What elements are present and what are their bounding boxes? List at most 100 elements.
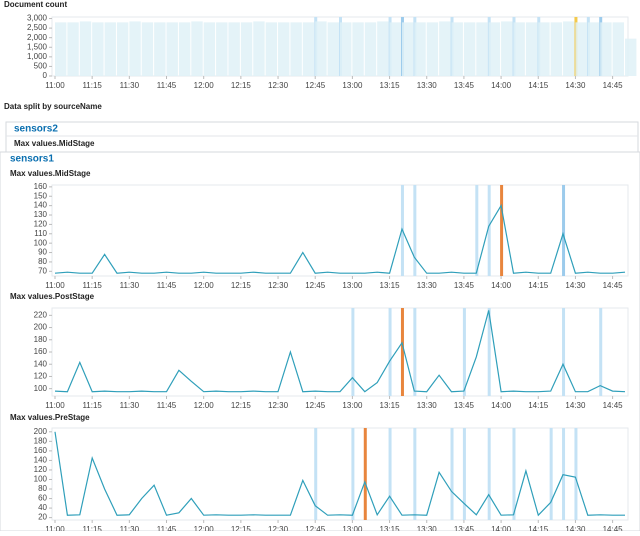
x-tick-label: 13:15	[380, 281, 401, 290]
x-tick-label: 11:30	[120, 525, 140, 531]
bar	[463, 22, 476, 76]
y-tick-label: 140	[34, 456, 48, 465]
x-tick-label: 11:45	[157, 81, 177, 90]
anomaly-band	[351, 308, 355, 396]
panel-title[interactable]: sensors1	[10, 154, 54, 165]
y-tick-label: 200	[34, 323, 48, 332]
y-tick-label: 120	[34, 372, 48, 381]
anomaly-band	[562, 308, 566, 396]
x-tick-label: 11:30	[120, 401, 140, 410]
bar	[278, 22, 290, 76]
x-tick-label: 12:45	[305, 281, 326, 290]
x-tick-label: 12:00	[194, 281, 215, 290]
x-tick-label: 14:45	[603, 401, 624, 410]
y-tick-label: 100	[34, 475, 48, 484]
x-tick-label: 11:45	[157, 281, 177, 290]
x-tick-label: 14:00	[491, 81, 512, 90]
anomaly-band	[512, 428, 516, 520]
series-line	[54, 310, 626, 393]
chart-title: Max values.PostStage	[10, 292, 95, 301]
anomaly-band	[500, 185, 504, 276]
x-tick-label: 13:15	[380, 81, 401, 90]
x-tick-label: 12:30	[268, 401, 289, 410]
bar	[401, 22, 414, 76]
x-tick-label: 11:15	[82, 525, 102, 531]
bar	[563, 21, 575, 76]
y-tick-label: 150	[34, 191, 48, 200]
y-tick-label: 120	[34, 220, 48, 229]
x-tick-label: 13:45	[454, 281, 475, 290]
x-tick-label: 13:00	[342, 525, 363, 531]
anomaly-band	[413, 428, 417, 520]
bar	[92, 22, 104, 76]
x-tick-label: 14:30	[565, 281, 586, 290]
bar	[116, 22, 129, 76]
y-tick-label: 130	[34, 210, 48, 219]
x-tick-label: 11:15	[82, 401, 102, 410]
y-tick-label: 80	[38, 257, 47, 266]
x-tick-label: 14:00	[491, 401, 512, 410]
x-tick-label: 12:00	[194, 401, 215, 410]
y-tick-label: 1,500	[27, 42, 48, 51]
anomaly-band	[351, 428, 355, 520]
panel-title[interactable]: sensors2	[14, 124, 58, 135]
plot-area	[51, 307, 629, 397]
bar	[327, 22, 339, 76]
anomaly-band	[413, 308, 417, 396]
bar	[253, 21, 265, 76]
x-tick-label: 14:30	[565, 525, 586, 531]
bar	[240, 22, 253, 76]
x-tick-label: 12:15	[231, 401, 252, 410]
anomaly-band	[574, 428, 578, 520]
x-tick-label: 12:15	[231, 81, 252, 90]
bar	[302, 22, 315, 76]
anomaly-band	[314, 428, 318, 520]
bar	[340, 22, 352, 76]
plot-area	[51, 184, 629, 277]
y-tick-label: 40	[38, 503, 47, 512]
anomaly-band	[388, 308, 392, 396]
anomaly-band	[475, 185, 479, 276]
x-tick-label: 11:00	[45, 525, 65, 531]
bar	[55, 22, 67, 76]
x-tick-label: 14:15	[528, 81, 549, 90]
y-tick-label: 200	[34, 427, 48, 436]
y-tick-label: 140	[34, 201, 48, 210]
x-tick-label: 13:45	[454, 525, 475, 531]
x-tick-label: 12:30	[268, 525, 289, 531]
section-title: Data split by sourceName	[4, 102, 102, 111]
x-tick-label: 14:30	[565, 401, 586, 410]
x-tick-label: 11:30	[120, 81, 140, 90]
bar	[476, 22, 488, 76]
x-tick-label: 13:00	[342, 401, 363, 410]
bar	[352, 22, 364, 76]
y-tick-label: 120	[34, 465, 48, 474]
y-tick-label: 70	[38, 266, 47, 275]
x-tick-label: 11:45	[157, 525, 177, 531]
panel-chart-title[interactable]: Max values.MidStage	[14, 139, 95, 148]
y-tick-label: 2,500	[27, 23, 48, 32]
bar	[501, 21, 513, 76]
anomaly-band	[388, 428, 392, 520]
x-tick-label: 12:00	[194, 81, 215, 90]
anomaly-band	[462, 308, 466, 396]
y-tick-label: 3,000	[27, 14, 48, 23]
x-tick-label: 11:00	[45, 81, 65, 90]
x-tick-label: 11:00	[45, 281, 65, 290]
bar	[154, 22, 166, 76]
series-line	[54, 203, 626, 274]
y-tick-label: 1,000	[27, 52, 48, 61]
bar	[538, 22, 550, 76]
bar	[525, 22, 538, 76]
x-tick-label: 13:45	[454, 81, 475, 90]
bar	[625, 38, 637, 76]
x-tick-label: 11:15	[82, 281, 102, 290]
panel-sensors2	[5, 121, 639, 153]
bar	[315, 21, 327, 76]
bar	[488, 22, 501, 76]
y-tick-label: 220	[34, 310, 48, 319]
bar	[67, 22, 79, 76]
x-tick-label: 13:00	[342, 81, 363, 90]
bar	[414, 22, 426, 76]
